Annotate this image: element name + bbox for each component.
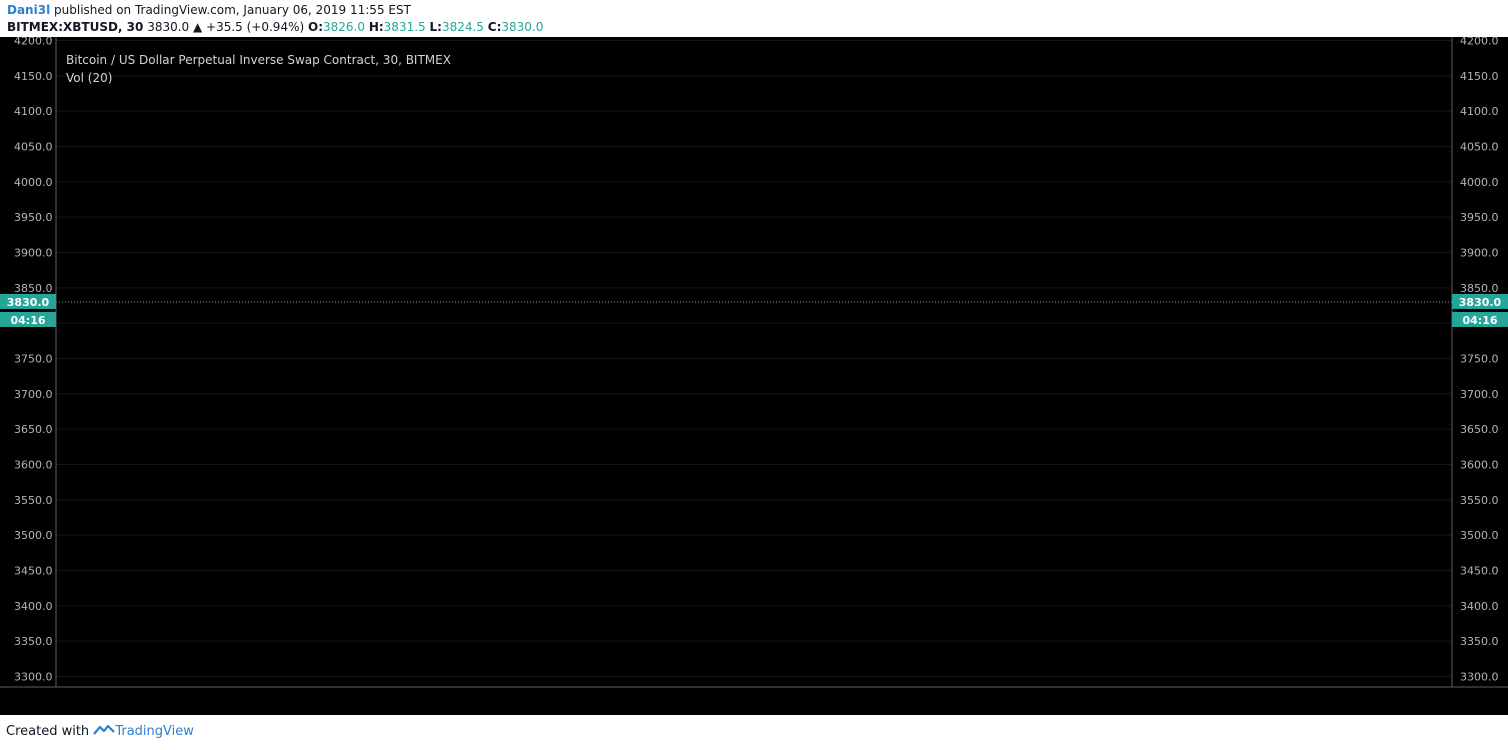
y-tick-label-right: 4050.0 bbox=[1460, 141, 1499, 154]
low-label: L: bbox=[429, 20, 442, 34]
countdown-tag bbox=[0, 311, 56, 327]
price-chart[interactable]: (A)(B)(C)(D)(E)FGHI(B) 3300.03300.03350.… bbox=[0, 35, 1508, 715]
y-tick-label-right: 3400.0 bbox=[1460, 600, 1499, 613]
y-tick-label-left: 3750.0 bbox=[14, 352, 53, 365]
grid-lines bbox=[56, 40, 1452, 677]
y-tick-label-left: 3300.0 bbox=[14, 670, 53, 683]
y-tick-label-right: 3850.0 bbox=[1460, 282, 1499, 295]
y-tick-label-right: 3450.0 bbox=[1460, 564, 1499, 577]
chart-area[interactable]: (A)(B)(C)(D)(E)FGHI(B) 3300.03300.03350.… bbox=[0, 35, 1508, 715]
y-tick-label-left: 3950.0 bbox=[14, 211, 53, 224]
tradingview-link[interactable]: TradingView bbox=[115, 724, 194, 739]
y-tick-label-left: 4200.0 bbox=[14, 37, 53, 48]
y-tick-label-right: 3550.0 bbox=[1460, 494, 1499, 507]
y-tick-label-right: 4200.0 bbox=[1460, 37, 1499, 48]
footer: Created with TradingView bbox=[6, 724, 194, 739]
close-value: 3830.0 bbox=[501, 20, 544, 34]
open-value: 3826.0 bbox=[323, 20, 365, 34]
close-label: C: bbox=[487, 20, 502, 34]
axis-ticks: 3300.0 3300.0 3350.0 3350.0 3400.0 3400.0 3450… bbox=[14, 35, 1499, 684]
y-tick-label-right: 3350.0 bbox=[1460, 635, 1499, 648]
y-tick-label-left: 3850.0 bbox=[14, 282, 53, 295]
axes bbox=[0, 37, 1508, 715]
high-label: H: bbox=[368, 20, 384, 34]
symbol-label: BITMEX:XBTUSD, 30 bbox=[7, 20, 144, 34]
chart-title: Bitcoin / US Dollar Perpetual Inverse Sw… bbox=[66, 53, 451, 67]
last-price-tag bbox=[0, 293, 56, 309]
countdown-tag-label: 04:16 bbox=[1462, 314, 1497, 327]
low-value: 3824.5 bbox=[441, 20, 484, 34]
y-tick-label-left: 4150.0 bbox=[14, 70, 53, 83]
y-tick-label-right: 3600.0 bbox=[1460, 458, 1499, 471]
tradingview-logo-icon bbox=[93, 724, 116, 735]
publish-line: Dani3l published on TradingView.com, Jan… bbox=[7, 3, 411, 17]
y-tick-label-right: 3950.0 bbox=[1460, 211, 1499, 224]
y-tick-label-left: 3900.0 bbox=[14, 246, 53, 259]
author-name[interactable]: Dani3l bbox=[7, 3, 51, 17]
price-tags: 3830.0 04:16 3830.0 04:16 bbox=[0, 293, 1508, 327]
y-tick-label-right: 3500.0 bbox=[1460, 529, 1499, 542]
y-tick-label-left: 3550.0 bbox=[14, 494, 53, 507]
y-tick-label-right: 3700.0 bbox=[1460, 388, 1499, 401]
created-with-text: Created with bbox=[6, 724, 90, 739]
indicator-label: Vol (20) bbox=[66, 71, 112, 85]
right-axis-bg bbox=[1452, 37, 1508, 715]
y-tick-label-left: 4000.0 bbox=[14, 176, 53, 189]
y-tick-label-left: 3650.0 bbox=[14, 423, 53, 436]
countdown-tag bbox=[1452, 311, 1508, 327]
last-price-tag-label: 3830.0 bbox=[7, 296, 50, 309]
countdown-tag-label: 04:16 bbox=[10, 314, 45, 327]
y-tick-label-right: 4150.0 bbox=[1460, 70, 1499, 83]
price-change: 3830.0 ▲ +35.5 (+0.94%) bbox=[147, 20, 305, 34]
y-tick-label-left: 3450.0 bbox=[14, 564, 53, 577]
left-axis-bg bbox=[0, 37, 56, 715]
y-tick-label-right: 3750.0 bbox=[1460, 352, 1499, 365]
chart-background bbox=[0, 37, 1508, 715]
y-tick-label-left: 3500.0 bbox=[14, 529, 53, 542]
y-tick-label-right: 3650.0 bbox=[1460, 423, 1499, 436]
high-value: 3831.5 bbox=[383, 20, 426, 34]
ohlc-line: BITMEX:XBTUSD, 30 3830.0 ▲ +35.5 (+0.94%… bbox=[7, 20, 543, 34]
y-tick-label-left: 4100.0 bbox=[14, 105, 53, 118]
y-tick-label-left: 3400.0 bbox=[14, 600, 53, 613]
y-tick-label-right: 4000.0 bbox=[1460, 176, 1499, 189]
last-price-tag bbox=[1452, 293, 1508, 309]
y-tick-label-left: 3350.0 bbox=[14, 635, 53, 648]
y-tick-label-left: 3700.0 bbox=[14, 388, 53, 401]
y-tick-label-right: 3900.0 bbox=[1460, 246, 1499, 259]
y-tick-label-left: 3600.0 bbox=[14, 458, 53, 471]
y-tick-label-right: 3300.0 bbox=[1460, 670, 1499, 683]
published-text: published on TradingView.com, January 06… bbox=[54, 3, 411, 17]
open-label: O: bbox=[308, 20, 323, 34]
last-price-tag-label: 3830.0 bbox=[1459, 296, 1502, 309]
y-tick-label-right: 4100.0 bbox=[1460, 105, 1499, 118]
y-tick-label-left: 4050.0 bbox=[14, 141, 53, 154]
